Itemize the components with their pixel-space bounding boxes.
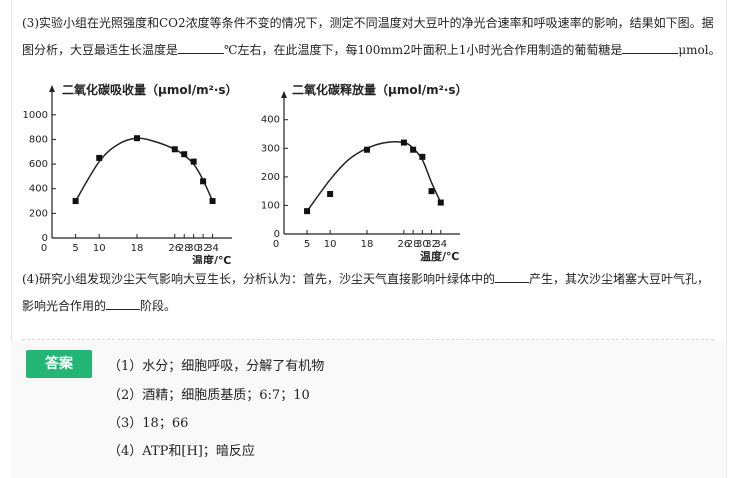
data-point	[72, 198, 79, 205]
x-tick-label: 10	[324, 239, 337, 250]
content-frame	[11, 0, 727, 478]
data-point	[419, 153, 426, 160]
answer-line-2: （2）酒精；细胞质基质；6:7；10	[108, 388, 310, 403]
x-tick-label: 26	[398, 239, 411, 250]
fitted-curve	[74, 137, 214, 202]
x-tick-label: 0	[41, 243, 47, 254]
answer-line-1: （1）水分；细胞呼吸，分解了有机物	[108, 359, 325, 374]
answer-button[interactable]: 答案	[26, 350, 92, 378]
temperature-blank	[178, 41, 225, 54]
data-point	[400, 139, 407, 146]
data-point	[364, 146, 370, 153]
x-axis-label: 温度/℃	[420, 249, 459, 263]
question-4-line-2b: 阶段。	[140, 299, 177, 313]
y-axis-arrow	[49, 85, 55, 92]
data-point	[190, 158, 197, 165]
answer-line-4: （4）ATP和[H]；暗反应	[108, 444, 255, 459]
chart-title: 二氧化碳吸收量（μmol/m²·s）	[62, 82, 238, 97]
data-point	[209, 198, 216, 205]
y-tick-label: 300	[261, 143, 280, 154]
x-axis-label: 温度/℃	[192, 253, 231, 264]
co2-absorption-chart-svg: 二氧化碳吸收量（μmol/m²·s） 0 200 400 600 800 1000 0 5 10 1…	[23, 82, 238, 267]
question-4-line-1b: 产生，其次沙尘堵塞大豆叶气孔，	[529, 272, 710, 286]
chloroplast-product-blank	[495, 270, 530, 283]
x-tick-label: 5	[304, 239, 310, 250]
y-tick-label: 200	[29, 208, 48, 219]
answer-line-3: （3）18；66	[108, 416, 189, 431]
question-3-unit: μmol。	[678, 43, 721, 57]
question-3-line-2b: ℃左右，在此温度下，每100mm2叶面积上1小时光合作用制造的葡萄糖是	[224, 43, 623, 57]
data-point	[200, 178, 207, 185]
data-point	[171, 146, 178, 153]
x-tick-label: 26	[168, 243, 181, 254]
x-tick-label: 18	[131, 243, 144, 254]
data-point	[410, 146, 417, 153]
x-tick-label: 30	[187, 243, 200, 254]
x-tick-label: 32	[197, 243, 210, 254]
data-point	[181, 151, 188, 158]
x-tick-label: 32	[425, 239, 438, 250]
section-divider	[22, 339, 714, 340]
data-point	[134, 135, 140, 142]
data-point	[437, 199, 444, 206]
y-tick-label: 0	[274, 229, 280, 240]
co2-release-chart: 二氧化碳释放量（μmol/m²·s） 0 100 200 300 400 0 5 10 18 26 2…	[250, 74, 470, 264]
question-4-line-1a: (4)研究小组发现沙尘天气影响大豆生长，分析认为：首先，沙尘天气直接影响叶绿体中…	[22, 272, 496, 286]
data-point	[327, 191, 334, 197]
question-3-text: (3)实验小组在光照强度和CO2浓度等条件不变的情况下，测定不同温度对大豆叶的净…	[22, 10, 722, 64]
y-tick-label: 1000	[23, 110, 48, 121]
y-tick-label: 100	[261, 200, 280, 211]
y-axis-arrow	[281, 91, 287, 98]
y-tick-label: 400	[261, 115, 280, 126]
chart-title: 二氧化碳释放量（μmol/m²·s）	[292, 82, 468, 97]
x-tick-label: 28	[178, 243, 191, 254]
fitted-curve	[306, 141, 442, 212]
x-tick-label: 30	[416, 239, 429, 250]
stage-blank	[106, 297, 141, 310]
x-tick-label: 5	[72, 243, 78, 254]
question-4-line-2a: 影响光合作用的	[22, 299, 107, 313]
y-tick-label: 200	[261, 172, 280, 183]
question-4-text: (4)研究小组发现沙尘天气影响大豆生长，分析认为：首先，沙尘天气直接影响叶绿体中…	[22, 266, 722, 320]
question-3-line-2a: 图分析，大豆最适生长温度是	[22, 43, 179, 57]
co2-absorption-chart: 二氧化碳吸收量（μmol/m²·s） 0 200 400 600 800 1000 0 5 10 1…	[22, 74, 242, 267]
data-point	[304, 208, 311, 215]
glucose-blank	[622, 41, 679, 54]
y-tick-label: 0	[42, 233, 48, 244]
question-3-line-1: (3)实验小组在光照强度和CO2浓度等条件不变的情况下，测定不同温度对大豆叶的净…	[22, 16, 714, 30]
co2-release-chart-svg: 二氧化碳释放量（μmol/m²·s） 0 100 200 300 400 0 5 10 18 262…	[261, 82, 468, 263]
y-tick-label: 400	[29, 184, 48, 195]
data-point	[96, 154, 103, 161]
x-tick-label: 28	[407, 239, 420, 250]
y-tick-label: 600	[29, 159, 48, 170]
x-tick-label: 0	[273, 239, 279, 250]
y-tick-label: 800	[29, 134, 48, 145]
x-tick-label: 10	[93, 243, 106, 254]
x-tick-label: 34	[206, 243, 219, 254]
x-tick-label: 34	[434, 239, 447, 250]
answer-panel	[11, 341, 725, 478]
data-point	[428, 188, 435, 195]
x-tick-label: 18	[361, 239, 374, 250]
